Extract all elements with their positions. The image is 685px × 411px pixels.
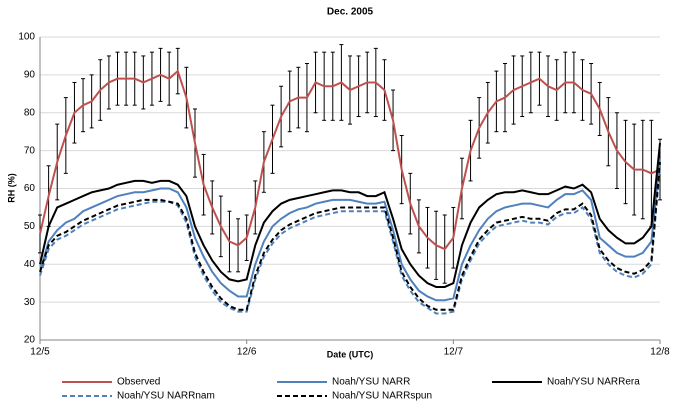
x-axis-label: Date (UTC) <box>327 349 374 359</box>
y-tick-label: 50 <box>24 221 36 232</box>
series-line <box>39 165 661 315</box>
series-line <box>39 158 661 302</box>
y-tick-label: 30 <box>24 297 36 308</box>
y-axis-label: RH (%) <box>6 173 16 203</box>
y-tick-label: 80 <box>24 107 36 118</box>
series-line <box>39 69 661 251</box>
y-tick-label: 60 <box>24 183 36 194</box>
x-tick-label: 12/8 <box>650 347 670 358</box>
x-tick-label: 12/6 <box>237 347 257 358</box>
legend-label: Noah/YSU NARRnam <box>117 391 215 402</box>
y-tick-label: 20 <box>24 335 36 346</box>
series-line <box>39 161 661 311</box>
legend-label: Noah/YSU NARRspun <box>332 391 432 402</box>
legend-label: Noah/YSU NARRera <box>547 377 640 388</box>
x-tick-label: 12/5 <box>30 347 50 358</box>
y-tick-label: 40 <box>24 259 36 270</box>
chart-title: Dec. 2005 <box>327 7 374 18</box>
y-tick-label: 90 <box>24 70 36 81</box>
y-tick-label: 100 <box>18 32 35 43</box>
y-tick-label: 70 <box>24 145 36 156</box>
legend-label: Observed <box>117 377 160 388</box>
series-line <box>39 142 661 288</box>
legend-label: Noah/YSU NARR <box>332 377 410 388</box>
x-tick-label: 12/7 <box>444 347 464 358</box>
